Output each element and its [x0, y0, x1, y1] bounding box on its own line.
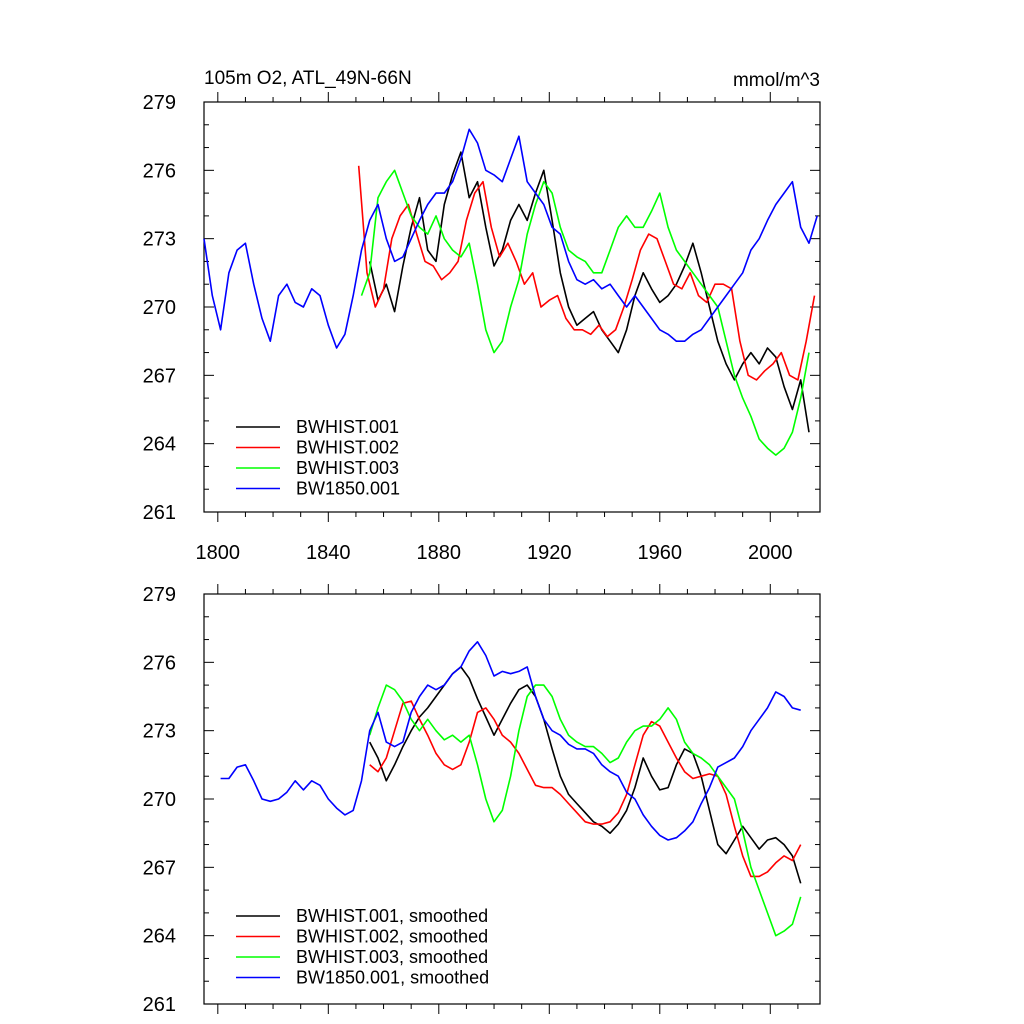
legend-label: BWHIST.002, smoothed [296, 927, 488, 947]
y-tick-label: 279 [143, 584, 176, 606]
series-line [368, 666, 802, 884]
legend-label: BWHIST.003 [296, 458, 399, 478]
x-tick-label: 1960 [638, 542, 683, 564]
y-tick-label: 276 [143, 160, 176, 182]
series-line [220, 641, 801, 841]
series-line [360, 169, 810, 456]
y-tick-label: 279 [143, 92, 176, 114]
series-line [203, 128, 818, 349]
legend-label: BW1850.001, smoothed [296, 968, 489, 988]
legend-label: BWHIST.001, smoothed [296, 906, 488, 926]
y-tick-label: 270 [143, 297, 176, 319]
y-tick-label: 264 [143, 926, 176, 948]
bottom-panel: 261 264 267 270 273 276 279 BWHIST.001, smoothe… [143, 584, 821, 1016]
series-line [357, 165, 816, 381]
y-tick-label: 276 [143, 652, 176, 674]
legend-label: BW1850.001 [296, 479, 400, 499]
chart-title: 105m O2, ATL_49N-66N [204, 68, 412, 89]
x-tick-label: 2000 [748, 542, 793, 564]
legend-label: BWHIST.002 [296, 438, 399, 458]
y-tick-label: 267 [143, 365, 176, 387]
series-line [369, 700, 802, 878]
legend-label: BWHIST.003, smoothed [296, 947, 488, 967]
x-tick-label: 1800 [196, 542, 241, 564]
y-tick-label: 261 [143, 994, 176, 1016]
x-tick-label: 1920 [527, 542, 572, 564]
x-tick-label: 1840 [306, 542, 351, 564]
units-label: mmol/m^3 [733, 70, 820, 91]
y-tick-label: 273 [143, 721, 176, 743]
y-tick-label: 264 [143, 434, 176, 456]
y-tick-label: 270 [143, 789, 176, 811]
legend-label: BWHIST.001 [296, 417, 399, 437]
x-tick-label: 1880 [417, 542, 462, 564]
series-line [368, 684, 802, 937]
y-tick-label: 261 [143, 502, 176, 524]
top-panel: 261 264 267 270 273 276 279 1800 1840 1880 1920 196… [143, 92, 821, 564]
y-tick-label: 273 [143, 229, 176, 251]
y-tick-label: 267 [143, 857, 176, 879]
